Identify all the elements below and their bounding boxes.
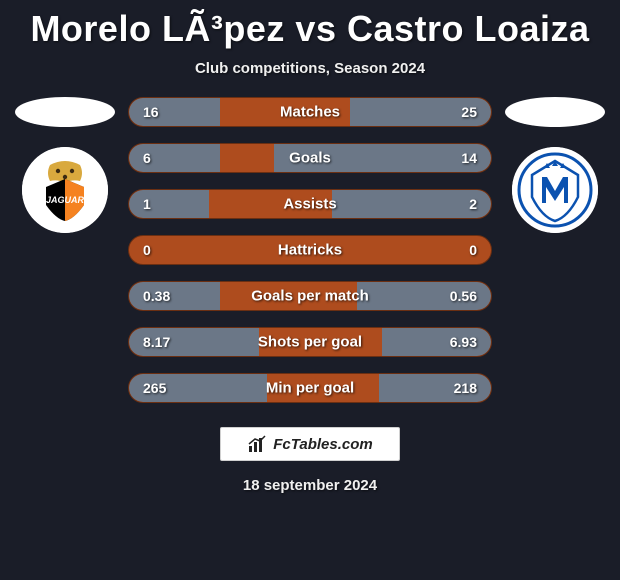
stat-value-left: 16 <box>143 104 159 120</box>
stat-bar: 6 Goals 14 <box>128 143 492 173</box>
svg-text:JAGUAR: JAGUAR <box>46 195 85 205</box>
stat-value-left: 1 <box>143 196 151 212</box>
stat-label: Assists <box>283 196 336 213</box>
footer-brand-text: FcTables.com <box>273 436 372 453</box>
millonarios-crest-icon <box>512 147 598 233</box>
stat-bar: 265 Min per goal 218 <box>128 373 492 403</box>
chart-icon <box>247 434 267 454</box>
stat-value-right: 6.93 <box>450 334 477 350</box>
stat-value-left: 0.38 <box>143 288 170 304</box>
page-title: Morelo LÃ³pez vs Castro Loaiza <box>0 0 620 50</box>
stat-bar: 16 Matches 25 <box>128 97 492 127</box>
stat-value-right: 0.56 <box>450 288 477 304</box>
footer-date: 18 september 2024 <box>0 477 620 494</box>
left-nameplate <box>15 97 115 127</box>
left-team-col: JAGUAR <box>10 97 120 233</box>
stat-value-right: 2 <box>469 196 477 212</box>
stat-value-left: 0 <box>143 242 151 258</box>
stat-label: Matches <box>280 104 340 121</box>
left-team-crest: JAGUAR <box>22 147 108 233</box>
right-nameplate <box>505 97 605 127</box>
comparison-row: JAGUAR 16 Matches 25 6 Goals 14 1 Assists 2 0 Hatt… <box>0 97 620 403</box>
stat-value-right: 218 <box>454 380 477 396</box>
stat-label: Goals per match <box>251 288 369 305</box>
right-team-col <box>500 97 610 233</box>
footer-brand-badge: FcTables.com <box>220 427 400 461</box>
stats-col: 16Matches256Goals141Assists20Hattricks00… <box>120 97 500 403</box>
stat-value-left: 6 <box>143 150 151 166</box>
stat-bar: 8.17 Shots per goal 6.93 <box>128 327 492 357</box>
stat-bar: 0.38 Goals per match 0.56 <box>128 281 492 311</box>
stat-bar: 0 Hattricks 0 <box>128 235 492 265</box>
jaguar-crest-icon: JAGUAR <box>22 147 108 233</box>
stat-label: Hattricks <box>278 242 342 259</box>
stat-bar: 1 Assists 2 <box>128 189 492 219</box>
stat-label: Shots per goal <box>258 334 362 351</box>
stat-bar-left-fill <box>129 190 209 218</box>
stat-label: Min per goal <box>266 380 354 397</box>
page-subtitle: Club competitions, Season 2024 <box>0 60 620 77</box>
stat-value-right: 0 <box>469 242 477 258</box>
stat-label: Goals <box>289 150 331 167</box>
stat-value-left: 8.17 <box>143 334 170 350</box>
right-team-crest <box>512 147 598 233</box>
stat-value-right: 14 <box>461 150 477 166</box>
stat-value-left: 265 <box>143 380 166 396</box>
stat-bar-right-fill <box>332 190 491 218</box>
stat-value-right: 25 <box>461 104 477 120</box>
